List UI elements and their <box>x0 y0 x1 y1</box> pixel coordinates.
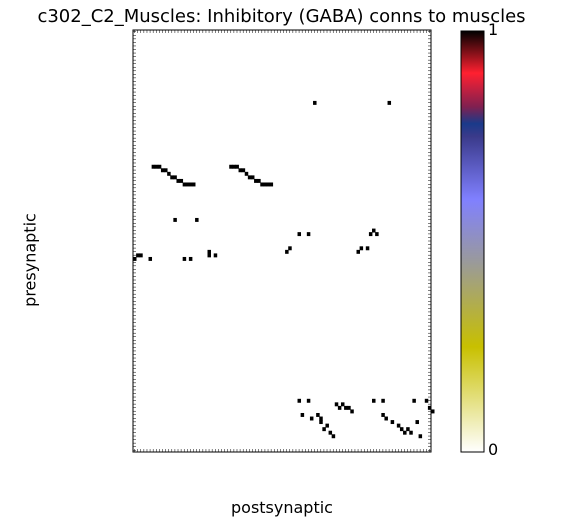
heatmap-cell <box>232 164 236 169</box>
heatmap-cell <box>207 249 211 254</box>
heatmap-cell <box>306 232 311 237</box>
heatmap-cell <box>185 182 190 187</box>
heatmap-cell <box>409 430 413 435</box>
heatmap-cell <box>387 100 392 105</box>
heatmap-cell <box>229 164 233 169</box>
heatmap-cell <box>372 228 376 233</box>
heatmap-cell <box>322 427 326 432</box>
x-axis-label: postsynaptic <box>231 498 333 517</box>
heatmap-cell <box>396 423 401 428</box>
heatmap-cell <box>316 412 320 417</box>
heatmap-cell <box>263 182 267 187</box>
heatmap-cell <box>328 430 333 435</box>
heatmap-cell <box>403 430 407 435</box>
heatmap-cell <box>136 253 140 258</box>
heatmap-cell <box>244 171 249 176</box>
heatmap-cell <box>350 409 354 414</box>
heatmap-cell <box>164 168 168 173</box>
heatmap-cell <box>344 405 348 410</box>
heatmap-cell <box>167 171 171 176</box>
heatmap-cell <box>235 164 239 169</box>
heatmap-cell <box>179 178 184 183</box>
heatmap-cell <box>406 427 410 432</box>
heatmap-cell <box>359 246 364 251</box>
heatmap-cell <box>415 420 419 425</box>
heatmap-cell <box>182 256 187 261</box>
heatmap-cell <box>375 232 379 237</box>
heatmap-cell <box>297 398 302 403</box>
heatmap-cell <box>148 256 153 261</box>
heatmap-cell <box>300 412 305 417</box>
plot-area <box>132 29 432 453</box>
heatmap-cell <box>313 100 317 105</box>
heatmap-cell <box>173 217 177 222</box>
heatmap-cell <box>297 232 302 237</box>
heatmap-cell <box>431 409 435 414</box>
heatmap-cell <box>390 420 395 425</box>
heatmap-cell <box>331 434 336 439</box>
heatmap-cell <box>347 405 351 410</box>
heatmap-cell <box>288 246 292 251</box>
heatmap-cell <box>269 182 274 187</box>
chart-title: c302_C2_Muscles: Inhibitory (GABA) conns… <box>37 6 526 27</box>
heatmap-cell <box>241 168 246 173</box>
colorbar <box>460 30 485 453</box>
heatmap-cell <box>412 398 416 403</box>
colorbar-max-label: 1 <box>488 20 499 39</box>
heatmap-cell <box>247 175 252 180</box>
y-axis-label: presynaptic <box>20 213 40 307</box>
heatmap-cell <box>381 412 385 417</box>
heatmap-cell <box>285 249 289 254</box>
heatmap-cell <box>213 253 218 258</box>
heatmap-cell <box>340 402 345 407</box>
heatmap-cell <box>309 416 314 421</box>
heatmap-cell <box>160 168 165 173</box>
heatmap-cell <box>257 178 261 183</box>
heatmap-cell <box>182 182 187 187</box>
heatmap-cell <box>188 256 193 261</box>
heatmap-cell <box>306 398 311 403</box>
heatmap-cell <box>176 178 180 183</box>
heatmap-cell <box>325 423 329 428</box>
heatmap-cell <box>384 416 388 421</box>
heatmap-cell <box>260 182 264 187</box>
heatmap-cell <box>381 398 385 403</box>
heatmap-cell <box>319 416 323 421</box>
heatmap-cell <box>334 402 339 407</box>
heatmap-cell <box>188 182 193 187</box>
heatmap-cell <box>157 164 162 169</box>
heatmap-cell <box>319 420 323 425</box>
heatmap-cell <box>151 164 156 169</box>
heatmap-cell <box>399 427 404 432</box>
heatmap-cell <box>139 253 143 258</box>
heatmap-cell <box>424 398 429 403</box>
heatmap-cell <box>191 182 196 187</box>
heatmap-cell <box>356 249 360 254</box>
heatmap-cell <box>418 434 423 439</box>
heatmap-cell <box>250 175 255 180</box>
heatmap-cell <box>207 253 211 258</box>
heatmap-cell <box>365 246 370 251</box>
heatmap-cell <box>372 398 376 403</box>
heatmap-cell <box>266 182 270 187</box>
heatmap-cell <box>238 168 243 173</box>
heatmap-cell <box>254 178 258 183</box>
colorbar-min-label: 0 <box>488 440 499 459</box>
heatmap-cell <box>154 164 159 169</box>
heatmap-cell <box>195 217 199 222</box>
heatmap-cell <box>368 232 373 237</box>
heatmap-cell <box>337 405 342 410</box>
heatmap-cell <box>170 175 174 180</box>
heatmap-cell <box>173 175 177 180</box>
